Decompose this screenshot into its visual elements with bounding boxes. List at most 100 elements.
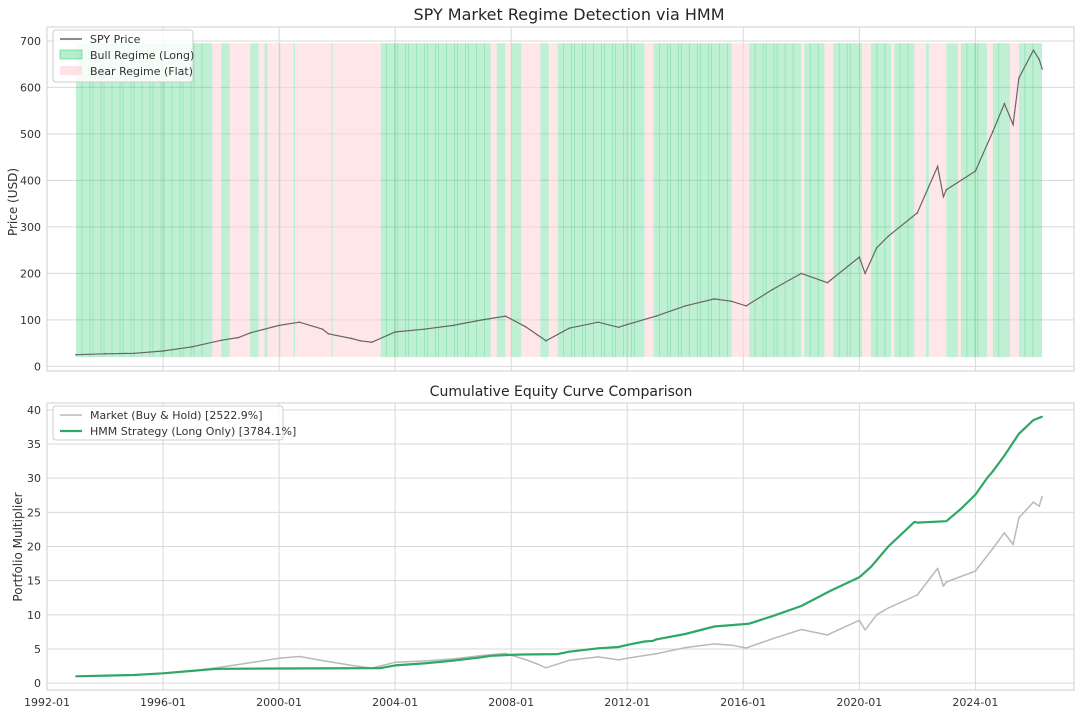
y-tick-label: 500 <box>20 128 41 141</box>
regime-period-bear <box>914 43 927 358</box>
market-point <box>298 655 301 658</box>
spy-price-point <box>423 328 425 330</box>
regime-period-bear <box>521 43 541 358</box>
regime-period-bull <box>1018 43 1043 358</box>
market-point <box>826 634 829 636</box>
spy-price-point <box>916 212 919 214</box>
hmm-point <box>278 667 280 670</box>
spy-price-point <box>864 272 866 275</box>
hmm-point <box>986 477 988 479</box>
spy-price-point <box>800 272 803 275</box>
spy-price-point <box>481 319 483 321</box>
regime-chart-y-ticks: 0 100 200 300 400 500 600 700 <box>20 35 41 373</box>
market-point <box>829 632 832 635</box>
spy-price-point <box>771 288 774 291</box>
regime-chart-legend: SPY Price Bull Regime (Long) Bear Regime… <box>52 29 194 83</box>
spy-price-point <box>504 315 507 317</box>
spy-price-point <box>371 341 373 343</box>
regime-period-bear <box>1010 43 1019 358</box>
market-point <box>545 666 547 669</box>
spy-price-point <box>991 130 994 133</box>
hmm-point <box>423 662 425 665</box>
regime-period-bear <box>280 43 294 358</box>
market-point <box>1032 501 1035 503</box>
y-tick-label: 400 <box>20 174 41 187</box>
regime-period-bull <box>894 43 915 358</box>
y-tick-label: 25 <box>27 506 41 519</box>
regime-period-bear <box>332 43 381 358</box>
spy-price-point <box>75 353 77 356</box>
market-point <box>504 652 507 655</box>
market-point <box>1003 532 1006 534</box>
market-point <box>864 629 866 631</box>
spy-price-point <box>887 235 890 237</box>
hmm-point <box>394 664 396 667</box>
x-tick-label: 2008-01 <box>488 696 534 709</box>
regime-period-bull <box>653 43 732 358</box>
spy-price-point <box>104 353 106 355</box>
hmm-point <box>504 654 507 656</box>
hmm-point <box>104 674 106 677</box>
hmm-point <box>1018 432 1020 435</box>
hmm-point <box>75 675 77 678</box>
regime-period-bull <box>511 43 522 358</box>
spy-price-point <box>974 170 977 172</box>
spy-price-point <box>1032 49 1035 52</box>
hmm-point <box>771 615 774 617</box>
spy-price-point <box>655 315 658 317</box>
spy-price-point <box>237 336 240 339</box>
y-tick-label: 35 <box>27 438 41 451</box>
hmm-point <box>220 668 222 670</box>
regime-period-bull <box>76 43 213 358</box>
hmm-point <box>133 674 135 676</box>
market-point <box>1041 495 1043 498</box>
hmm-point <box>730 624 733 626</box>
market-point <box>730 644 733 647</box>
y-tick-label: 300 <box>20 221 41 234</box>
y-tick-label: 10 <box>27 609 41 622</box>
regime-period-bull <box>264 43 268 358</box>
hmm-point <box>1003 454 1006 457</box>
spy-price-point <box>1003 102 1006 105</box>
x-tick-label: 2024-01 <box>952 696 998 709</box>
regime-period-bull <box>293 43 296 358</box>
hmm-point <box>1041 415 1043 418</box>
market-point <box>536 663 539 665</box>
regime-chart-title: SPY Market Regime Detection via HMM <box>413 5 724 24</box>
hmm-point <box>800 605 803 607</box>
hmm-point <box>626 644 629 646</box>
hmm-point <box>748 622 750 625</box>
spy-price-point <box>327 333 330 335</box>
hmm-point <box>1032 419 1035 421</box>
y-tick-label: 0 <box>34 677 41 690</box>
spy-price-point <box>298 321 301 323</box>
market-point <box>942 585 945 587</box>
legend-swatch-bull <box>59 49 83 60</box>
hmm-point <box>829 590 832 592</box>
spy-price-point <box>826 281 829 284</box>
market-point <box>1038 505 1040 507</box>
spy-price-line <box>75 48 1043 356</box>
x-tick-label: 2016-01 <box>720 696 766 709</box>
equity-chart: Cumulative Equity Curve Comparison Portf… <box>11 384 1075 709</box>
spy-price-point <box>942 195 945 198</box>
equity-chart-lines <box>75 415 1043 678</box>
hmm-point <box>490 655 492 657</box>
regime-period-bear <box>986 43 993 358</box>
legend-label-market: Market (Buy & Hold) [2522.9%] <box>90 409 263 422</box>
regime-period-bull <box>960 43 987 358</box>
market-point <box>220 666 222 668</box>
legend-box <box>52 405 284 441</box>
regime-period-bear <box>212 43 222 358</box>
hmm-point <box>916 521 919 524</box>
market-point <box>887 607 890 609</box>
market-point <box>423 660 425 662</box>
market-point <box>684 646 687 649</box>
y-tick-label: 30 <box>27 472 41 485</box>
spy-price-point <box>1038 58 1040 61</box>
hmm-point <box>211 668 214 670</box>
spy-price-point <box>829 279 832 282</box>
market-point <box>800 628 803 631</box>
market-point <box>1018 517 1020 519</box>
regime-period-bull <box>496 43 506 358</box>
